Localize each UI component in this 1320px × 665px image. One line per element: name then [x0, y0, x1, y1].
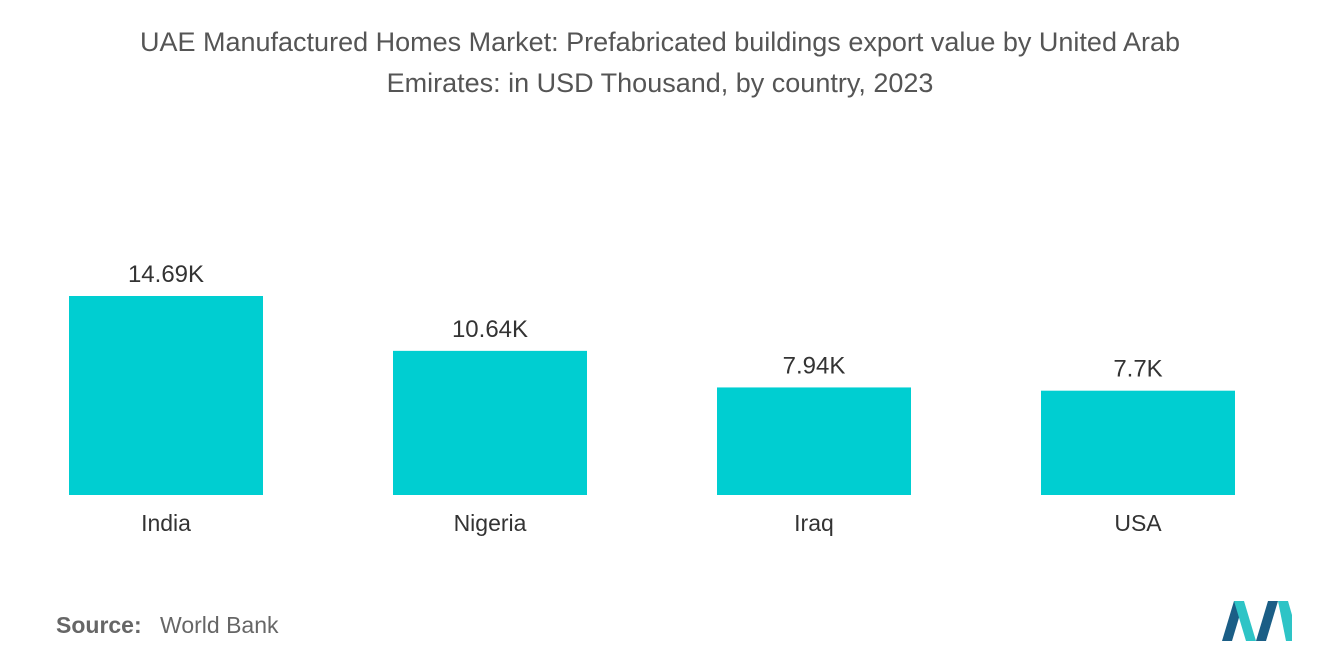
- source-note: Source: World Bank: [56, 612, 279, 639]
- chart-title: UAE Manufactured Homes Market: Prefabric…: [30, 22, 1290, 104]
- category-label-iraq: Iraq: [794, 510, 834, 536]
- bar-nigeria: [393, 350, 587, 495]
- bar-india: [69, 296, 263, 495]
- mordor-logo-icon: [1222, 601, 1292, 641]
- source-value: World Bank: [160, 612, 279, 638]
- value-label-india: 14.69K: [128, 261, 204, 288]
- chart-title-line-2: Emirates: in USD Thousand, by country, 2…: [386, 68, 934, 98]
- chart-title-line-1: UAE Manufactured Homes Market: Prefabric…: [139, 27, 1181, 57]
- logo-shape-3: [1256, 601, 1278, 641]
- category-label-usa: USA: [1114, 510, 1162, 536]
- logo-shape-2: [1234, 601, 1256, 641]
- category-label-india: India: [141, 510, 191, 536]
- value-label-usa: 7.7K: [1113, 356, 1162, 383]
- bar-usa: [1041, 390, 1235, 495]
- logo-shape-4: [1278, 601, 1292, 641]
- category-label-nigeria: Nigeria: [454, 510, 527, 536]
- source-label: Source:: [56, 612, 142, 638]
- value-label-iraq: 7.94K: [783, 352, 846, 379]
- value-label-nigeria: 10.64K: [452, 316, 528, 343]
- bar-iraq: [717, 387, 911, 495]
